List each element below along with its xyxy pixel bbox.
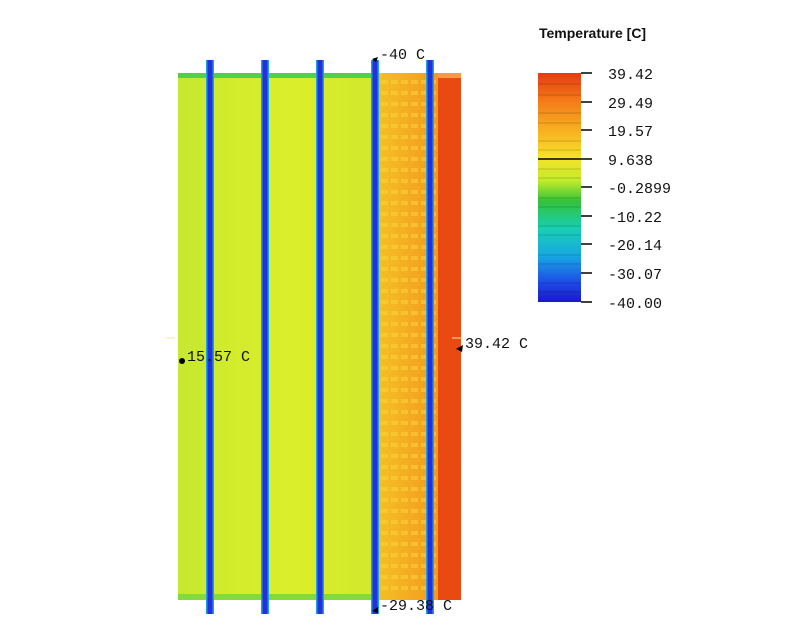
legend-title: Temperature [C] <box>539 25 646 41</box>
probe-markers: -40 C 15.57 C 39.42 C -29.38 C <box>165 47 528 615</box>
probe-left: 15.57 C <box>179 349 250 366</box>
probe-top-arrow-icon <box>372 57 378 62</box>
probe-right-label: 39.42 C <box>465 336 528 353</box>
legend-tick-label: 29.49 <box>608 96 653 113</box>
legend-tick-label: 9.638 <box>608 153 653 170</box>
pipe-3 <box>316 60 324 614</box>
probe-top: -40 C <box>372 47 425 64</box>
color-legend: Temperature [C] 39.42 29.49 19.57 <box>538 25 671 313</box>
legend-color-bar <box>538 73 581 302</box>
cooling-pipes <box>206 60 434 614</box>
legend-tick-label: -10.22 <box>608 210 662 227</box>
legend-bands <box>538 83 581 293</box>
pipe-1 <box>206 60 214 614</box>
probe-right-arrow-icon <box>456 345 463 352</box>
hot-strip-top <box>438 73 461 78</box>
probe-bottom: -29.38 C <box>372 598 452 615</box>
pipe-2 <box>261 60 269 614</box>
probe-left-dot-icon <box>179 358 185 364</box>
legend-tick-label: 39.42 <box>608 67 653 84</box>
legend-tick-labels: 39.42 29.49 19.57 9.638 -0.2899 -10.22 -… <box>608 67 671 313</box>
legend-tick-label: -30.07 <box>608 267 662 284</box>
probe-bottom-label: -29.38 C <box>380 598 452 615</box>
hot-strip <box>438 73 461 600</box>
probe-right: 39.42 C <box>456 336 528 353</box>
probe-bottom-arrow-icon <box>372 607 378 613</box>
pipe-4 <box>371 60 379 614</box>
legend-ticks <box>538 72 592 303</box>
top-edge <box>178 73 378 78</box>
probe-top-label: -40 C <box>380 47 425 64</box>
legend-tick-label: 19.57 <box>608 124 653 141</box>
legend-tick-label: -0.2899 <box>608 181 671 198</box>
bottom-edge <box>178 594 378 600</box>
pipe-5 <box>426 60 434 614</box>
legend-tick-label: -40.00 <box>608 296 662 313</box>
probe-left-label: 15.57 C <box>187 349 250 366</box>
legend-tick-label: -20.14 <box>608 238 662 255</box>
